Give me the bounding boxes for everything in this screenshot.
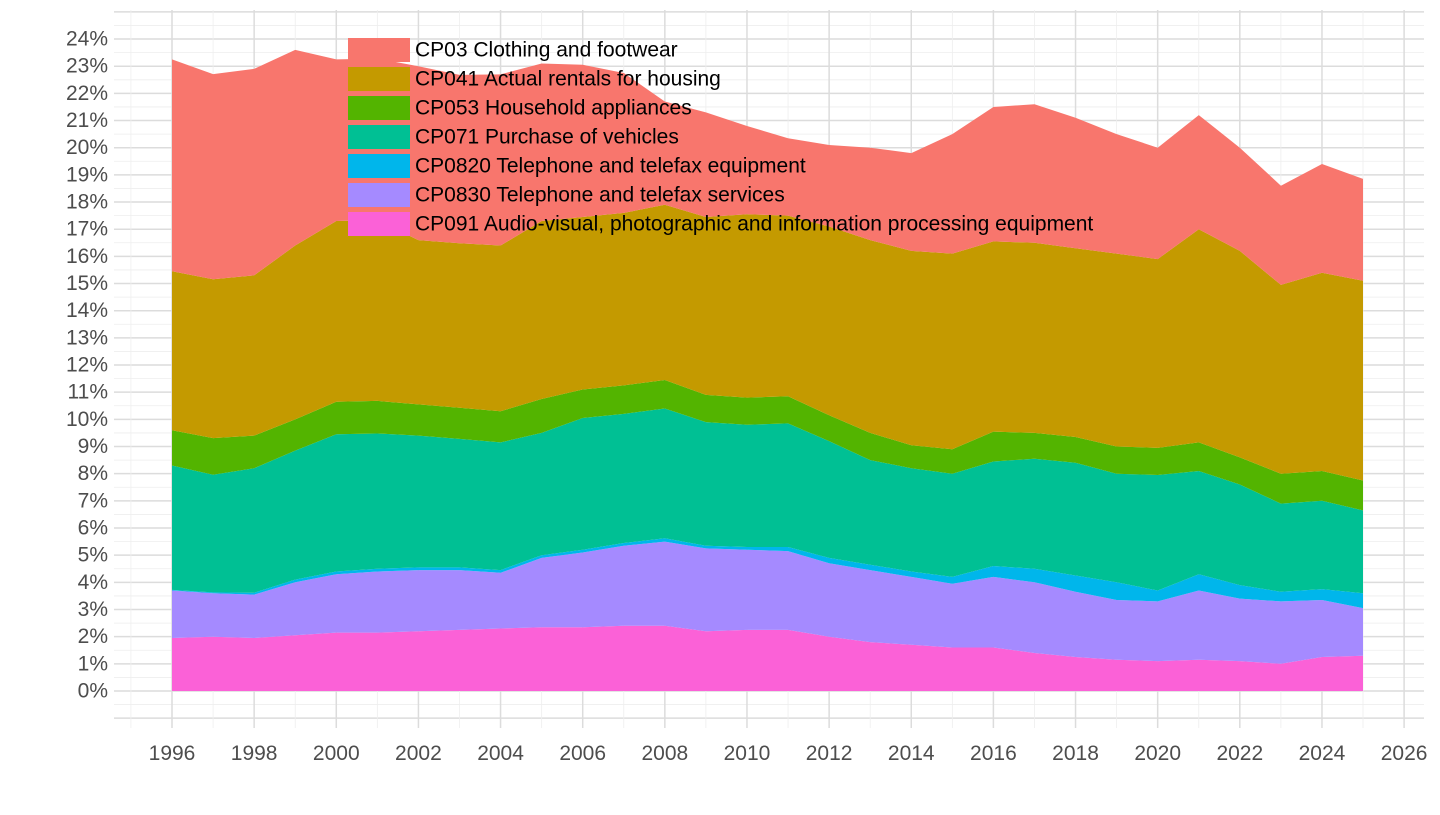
legend-label: CP091 Audio-visual, photographic and inf… — [415, 213, 1093, 236]
y-tick-label: 6% — [78, 517, 108, 540]
x-tick-label: 2004 — [477, 742, 524, 765]
y-tick-label: 22% — [66, 82, 108, 105]
legend-label: CP041 Actual rentals for housing — [415, 68, 721, 91]
x-axis-labels: 1996 1998 2000 2002 2004 2006 2008 2010 2012 2014… — [149, 742, 1428, 765]
y-tick-label: 15% — [66, 272, 108, 295]
x-tick-label: 2016 — [970, 742, 1017, 765]
x-tick-label: 2018 — [1052, 742, 1099, 765]
x-tick-label: 2002 — [395, 742, 442, 765]
y-tick-label: 9% — [78, 435, 108, 458]
y-tick-label: 0% — [78, 680, 108, 703]
area-CP091 — [172, 625, 1363, 691]
legend: CP03 Clothing and footwear CP041 Actual r… — [348, 38, 1093, 236]
legend-item: CP053 Household appliances — [348, 96, 692, 120]
y-tick-label: 19% — [66, 163, 108, 186]
legend-item: CP0830 Telephone and telefax services — [348, 183, 785, 207]
area-CP0830 — [172, 541, 1363, 664]
y-tick-label: 3% — [78, 598, 108, 621]
legend-item: CP0820 Telephone and telefax equipment — [348, 154, 806, 178]
x-tick-label: 2012 — [806, 742, 853, 765]
y-tick-label: 14% — [66, 299, 108, 322]
legend-label: CP071 Purchase of vehicles — [415, 126, 679, 149]
legend-label: CP0830 Telephone and telefax services — [415, 184, 785, 207]
y-tick-label: 20% — [66, 136, 108, 159]
area-CP053 — [172, 380, 1363, 511]
legend-swatch — [348, 38, 410, 62]
y-tick-label: 11% — [68, 381, 108, 404]
x-tick-label: 2026 — [1381, 742, 1428, 765]
legend-item: CP071 Purchase of vehicles — [348, 125, 679, 149]
area-CP041 — [172, 204, 1363, 481]
y-tick-label: 18% — [66, 191, 108, 214]
y-tick-label: 12% — [66, 354, 108, 377]
x-tick-label: 2010 — [724, 742, 771, 765]
y-tick-label: 4% — [78, 571, 108, 594]
legend-item: CP03 Clothing and footwear — [348, 38, 678, 62]
x-tick-label: 2008 — [641, 742, 688, 765]
legend-swatch — [348, 67, 410, 91]
y-tick-label: 10% — [66, 408, 108, 431]
y-tick-label: 2% — [78, 625, 108, 648]
y-tick-label: 23% — [66, 55, 108, 78]
legend-item: CP041 Actual rentals for housing — [348, 67, 721, 91]
area-CP071 — [172, 408, 1363, 594]
legend-label: CP0820 Telephone and telefax equipment — [415, 155, 806, 178]
y-tick-label: 17% — [66, 218, 108, 241]
x-tick-label: 2014 — [888, 742, 935, 765]
x-tick-label: 2022 — [1216, 742, 1263, 765]
legend-swatch — [348, 183, 410, 207]
y-tick-label: 5% — [78, 544, 108, 567]
legend-swatch — [348, 96, 410, 120]
y-axis-labels: 0% 1% 2% 3% 4% 5% 6% 7% 8% 9% 10% 11% 12% 13% 14% 15% 16… — [66, 28, 108, 703]
legend-label: CP053 Household appliances — [415, 97, 692, 120]
area-series — [172, 49, 1363, 691]
area-CP03 — [172, 49, 1363, 285]
y-tick-label: 16% — [66, 245, 108, 268]
legend-item: CP091 Audio-visual, photographic and inf… — [348, 212, 1093, 236]
y-tick-label: 21% — [66, 109, 108, 132]
legend-label: CP03 Clothing and footwear — [415, 39, 678, 62]
y-tick-label: 24% — [66, 28, 108, 51]
legend-swatch — [348, 212, 410, 236]
y-tick-label: 13% — [66, 326, 108, 349]
legend-swatch — [348, 125, 410, 149]
x-tick-label: 1996 — [149, 742, 196, 765]
y-tick-label: 7% — [78, 489, 108, 512]
x-tick-label: 1998 — [231, 742, 278, 765]
x-tick-label: 2000 — [313, 742, 360, 765]
y-tick-label: 8% — [78, 462, 108, 485]
x-tick-label: 2006 — [559, 742, 606, 765]
legend-swatch — [348, 154, 410, 178]
y-tick-label: 1% — [78, 652, 108, 675]
x-tick-label: 2024 — [1299, 742, 1346, 765]
x-tick-label: 2020 — [1134, 742, 1181, 765]
